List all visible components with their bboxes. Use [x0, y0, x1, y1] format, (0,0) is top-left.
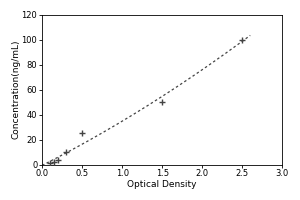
Y-axis label: Concentration(ng/mL): Concentration(ng/mL)	[11, 40, 20, 139]
X-axis label: Optical Density: Optical Density	[128, 180, 197, 189]
